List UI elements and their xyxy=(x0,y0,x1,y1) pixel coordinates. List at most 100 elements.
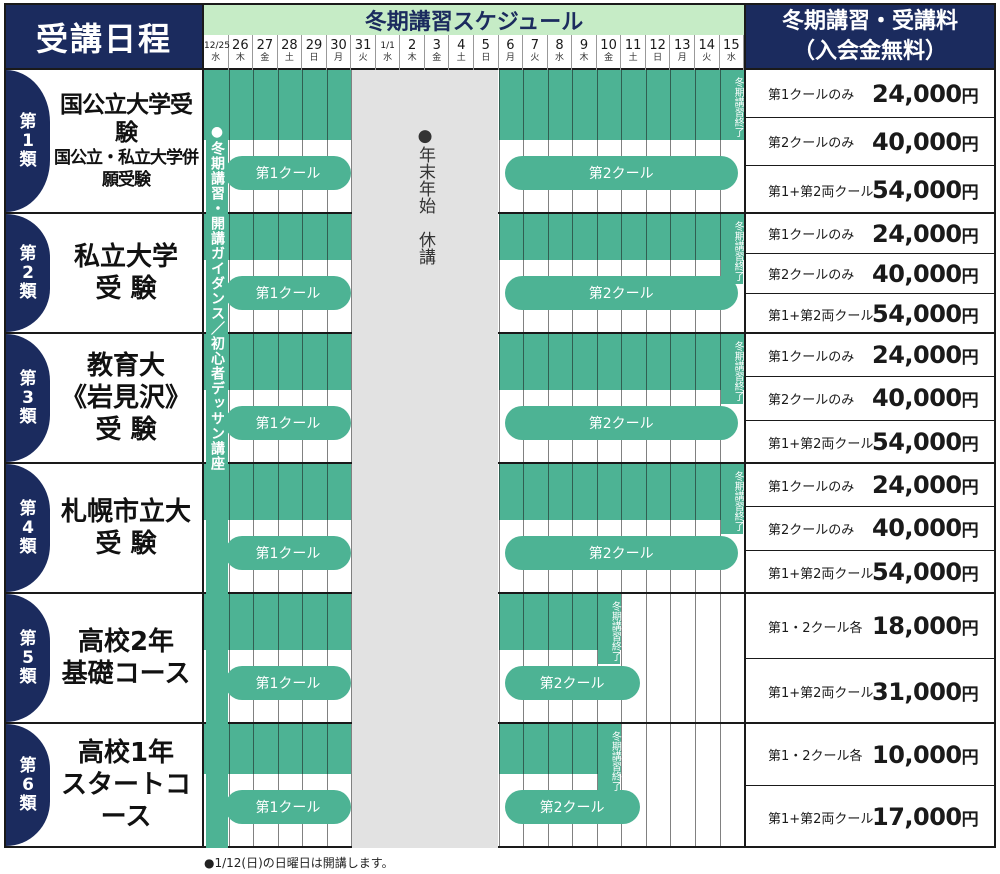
category-tab-char: 類 xyxy=(19,281,37,302)
grid-line xyxy=(351,334,353,462)
grid-line xyxy=(670,214,672,332)
grid-line xyxy=(596,464,598,592)
fee-amount: 40,000円 xyxy=(872,260,994,288)
date-weekday: 水 xyxy=(554,53,564,63)
fee-amount: 54,000円 xyxy=(872,176,994,204)
grid-line xyxy=(228,464,230,592)
yen-unit: 円 xyxy=(961,226,979,247)
grid-line xyxy=(547,214,549,332)
grid-line xyxy=(253,594,255,722)
fee-amount: 54,000円 xyxy=(872,428,994,456)
grid-line xyxy=(547,464,549,592)
fee-label: 第1+第2両クール xyxy=(768,184,874,200)
kur2-bar: 第2クール xyxy=(504,790,640,824)
grid-line xyxy=(228,724,230,846)
fee-row: 第1クールのみ 24,000円 xyxy=(746,334,994,378)
fee-row: 第1+第2両クール 54,000円 xyxy=(746,421,994,464)
fee-number: 31,000 xyxy=(872,677,962,706)
grid-line xyxy=(719,214,721,332)
date-weekday: 土 xyxy=(628,53,638,63)
grid-line xyxy=(547,594,549,722)
fee-row: 第1+第2両クール 54,000円 xyxy=(746,294,994,334)
fee-number: 54,000 xyxy=(872,300,962,328)
category-name-line: 高校2年 xyxy=(77,627,175,657)
date-number: 3 xyxy=(432,38,441,53)
fee-row: 第1+第2両クール 17,000円 xyxy=(746,786,994,848)
category-name-line: 受 験 xyxy=(95,415,157,445)
fee-title-line1: 冬期講習・受講料 xyxy=(781,8,958,34)
fee-label: 第2クールのみ xyxy=(768,392,855,408)
date-weekday: 火 xyxy=(530,53,540,63)
grid-line xyxy=(572,464,574,592)
fee-label: 第2クールのみ xyxy=(768,522,855,538)
session-end-tag: 冬期講習終了 xyxy=(597,598,621,664)
fee-amount: 24,000円 xyxy=(872,341,994,369)
grid-line xyxy=(621,594,623,722)
grid-line xyxy=(302,724,304,846)
grid-line xyxy=(645,464,647,592)
left-title: 受講日程 xyxy=(4,3,204,70)
fee-amount: 10,000円 xyxy=(872,741,994,769)
fee-row: 第1クールのみ 24,000円 xyxy=(746,214,994,254)
fee-label: 第1・2クール各 xyxy=(768,620,863,636)
date-cell: 1/1 水 xyxy=(376,35,401,70)
date-number: 15 xyxy=(723,38,740,53)
grid-line xyxy=(498,214,500,332)
category-name-line: 基礎コース xyxy=(61,659,191,689)
fee-number: 24,000 xyxy=(872,341,962,370)
grid-line xyxy=(253,214,255,332)
category-1: 第 1 類国公立大学受験 国公立・私立大学併願受験 xyxy=(4,70,204,214)
category-name-line: 国公立大学受験 xyxy=(60,92,193,146)
category-6: 第 6 類高校1年 スタートコース xyxy=(4,724,204,848)
kur1-bar: 第1クール xyxy=(224,276,352,310)
yen-unit: 円 xyxy=(961,435,979,456)
grid-line xyxy=(621,724,623,846)
fee-group: 第1クールのみ 24,000円第2クールのみ 40,000円第1+第2両クール 54,… xyxy=(744,214,996,334)
grid-line xyxy=(523,594,525,722)
fee-row: 第2クールのみ 40,000円 xyxy=(746,507,994,551)
grid-line xyxy=(253,724,255,846)
grid-line xyxy=(621,70,623,212)
kur2-bar: 第2クール xyxy=(504,536,738,570)
fee-label: 第1+第2両クール xyxy=(768,566,874,582)
yen-unit: 円 xyxy=(961,521,979,542)
category-tab-char: 第 xyxy=(19,243,37,264)
fee-title: 冬期講習・受講料 （入会金無料） xyxy=(744,3,996,70)
fee-label: 第2クールのみ xyxy=(768,268,855,283)
fee-label: 第1クールのみ xyxy=(768,88,855,103)
date-number: 26 xyxy=(232,38,249,53)
grid-line xyxy=(277,214,279,332)
yen-unit: 円 xyxy=(961,183,979,203)
date-number: 12/25 xyxy=(204,41,230,51)
category-tab-char: 第 xyxy=(19,628,37,649)
fee-amount: 40,000円 xyxy=(872,128,994,156)
fee-label: 第1・2クール各 xyxy=(768,749,863,764)
fee-amount: 24,000円 xyxy=(872,80,994,108)
date-weekday: 水 xyxy=(726,53,736,63)
fee-label: 第1クールのみ xyxy=(768,479,855,495)
grid-line xyxy=(695,70,696,212)
date-number: 30 xyxy=(330,38,347,53)
category-name-line: 受 験 xyxy=(95,274,157,304)
footnote: ●1/12(日)の日曜日は開講します。 xyxy=(204,856,394,870)
kur2-bar: 第2クール xyxy=(504,406,738,440)
yen-unit: 円 xyxy=(961,86,979,107)
category-name-line: 高校1年 xyxy=(77,738,175,768)
category-name: 私立大学受 験 xyxy=(50,214,202,332)
fee-row: 第1・2クール各 18,000円 xyxy=(746,594,994,659)
grid-line xyxy=(351,214,353,332)
grid-line xyxy=(228,594,230,722)
category-tab-char: 類 xyxy=(19,149,37,170)
category-tab-char: 第 xyxy=(19,368,37,389)
fee-amount: 54,000円 xyxy=(872,558,994,586)
fee-group: 第1・2クール各 18,000円 第1+第2両クール 31,000円 xyxy=(744,594,996,724)
grid-line xyxy=(326,214,328,332)
kur1-bar: 第1クール xyxy=(224,406,352,440)
